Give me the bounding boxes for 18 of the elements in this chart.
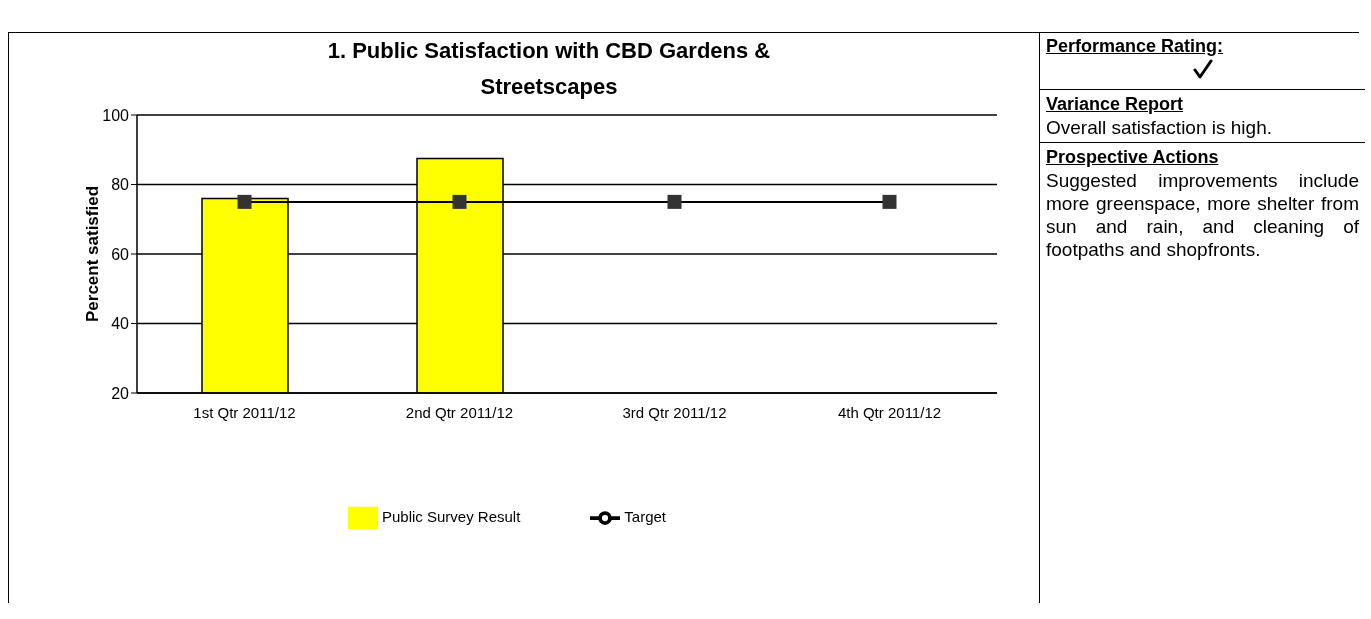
y-tick-label: 40 — [111, 315, 130, 333]
x-tick-label: 1st Qtr 2011/12 — [193, 403, 296, 421]
text: Performance Rating: — [1046, 36, 1224, 56]
text: Suggested improvements include more greenspace, more shelter from sun and rain, and cleaning of footpaths and shopfronts. — [1046, 170, 1359, 260]
y-tick-label: 60 — [111, 245, 130, 263]
text: Variance Report — [1046, 94, 1184, 114]
x-tick-label: 2nd Qtr 2011/12 — [405, 403, 514, 421]
legend-label: Target — [624, 507, 667, 525]
text: Overall satisfaction is high. — [1046, 117, 1272, 138]
x-tick-label: 3rd Qtr 2011/12 — [622, 403, 727, 421]
chart-title: 1. Public Satisfaction with CBD Gardens & Streetscapes — [327, 38, 771, 99]
legend-label: Public Survey Result — [381, 507, 521, 525]
y-tick-label: 100 — [102, 106, 130, 124]
y-tick-label: 80 — [111, 176, 130, 194]
y-axis-title: Percent satisfied — [83, 185, 103, 323]
text: Prospective Actions — [1046, 147, 1219, 167]
x-tick-label: 4th Qtr 2011/12 — [837, 403, 942, 421]
y-tick-label: 20 — [111, 384, 130, 402]
